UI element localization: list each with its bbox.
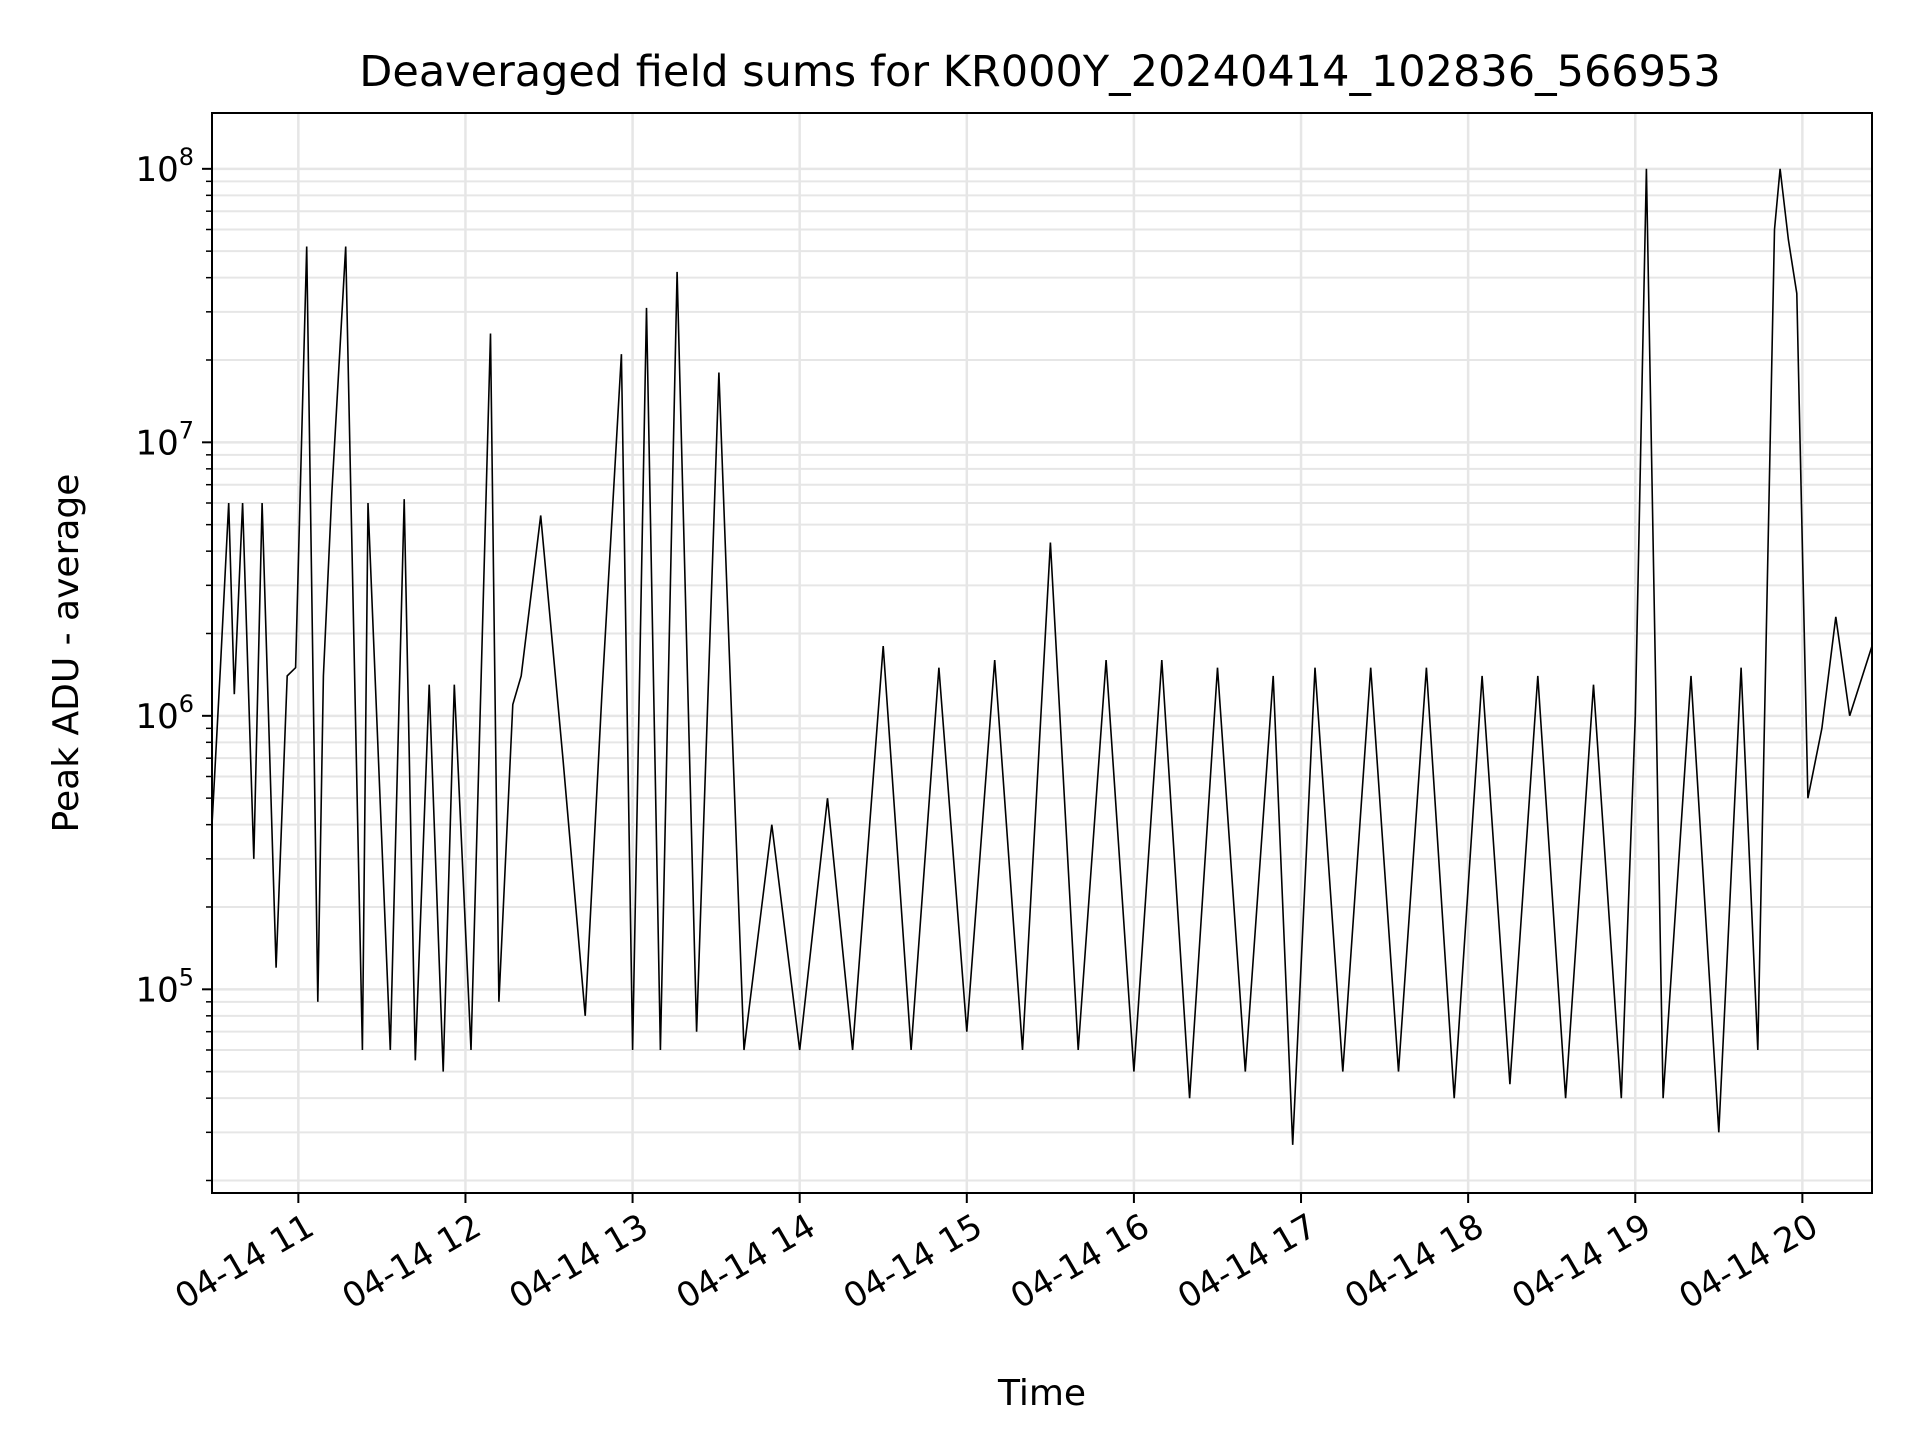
y-tick-label: 105 (135, 963, 194, 1010)
chart-title: Deaveraged field sums for KR000Y_2024041… (359, 47, 1721, 97)
grid (212, 113, 1872, 1193)
x-axis-label: Time (997, 1373, 1086, 1414)
series-line-0 (211, 168, 1873, 1145)
plot-frame (211, 112, 1873, 1194)
y-tick-label: 106 (135, 690, 194, 737)
y-tick-label: 108 (135, 143, 194, 190)
y-tick-label: 107 (135, 416, 194, 463)
y-axis: 105 106 107 108 (135, 143, 212, 1182)
series-layer (211, 168, 1873, 1145)
y-axis-label: Peak ADU - average (46, 474, 87, 833)
